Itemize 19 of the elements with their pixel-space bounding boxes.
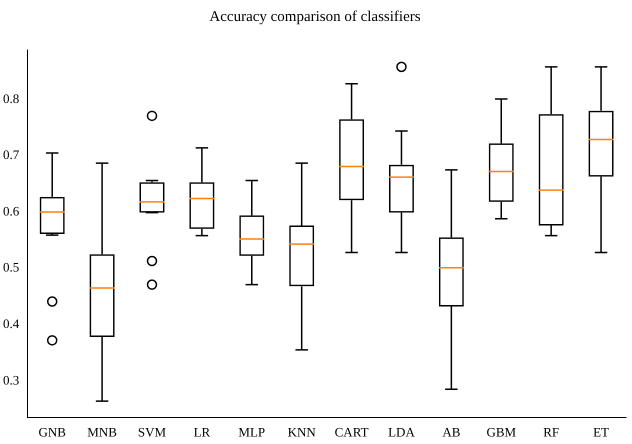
y-tick-label: 0.6 xyxy=(3,203,20,218)
y-tick-label: 0.7 xyxy=(3,147,20,162)
x-tick-label: LDA xyxy=(388,424,416,440)
x-tick-label: LR xyxy=(194,424,211,440)
x-tick-label: MLP xyxy=(238,424,266,440)
x-tick-label: CART xyxy=(334,424,369,440)
y-tick-label: 0.4 xyxy=(3,316,20,331)
x-tick-label: SVM xyxy=(138,424,167,440)
y-tick-label: 0.5 xyxy=(3,260,20,275)
y-tick-label: 0.3 xyxy=(3,372,20,388)
x-tick-label: KNN xyxy=(288,424,316,440)
chart-title: Accuracy comparison of classifiers xyxy=(209,8,421,25)
x-tick-label: GNB xyxy=(38,424,66,440)
x-tick-label: ET xyxy=(593,424,610,440)
x-tick-label: MNB xyxy=(87,424,118,440)
x-tick-label: GBM xyxy=(486,424,517,440)
y-tick-label: 0.8 xyxy=(3,90,20,106)
x-tick-label: RF xyxy=(543,424,560,440)
x-tick-label: AB xyxy=(442,424,461,440)
